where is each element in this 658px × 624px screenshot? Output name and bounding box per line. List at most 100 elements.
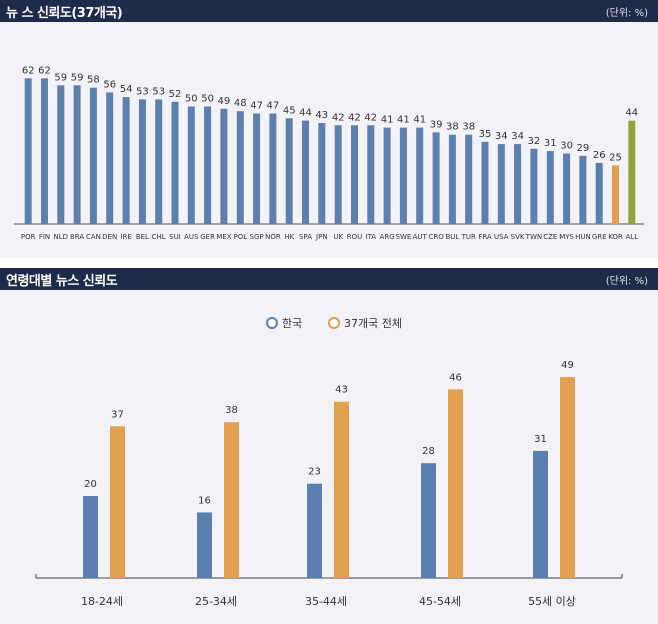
- bar-korea-3: [421, 463, 436, 578]
- data-label: 49: [561, 360, 574, 371]
- tick-label: CRO: [428, 233, 444, 241]
- data-label: 25: [609, 152, 622, 163]
- bar-mex: [220, 108, 228, 224]
- data-label: 53: [136, 86, 149, 97]
- bar-korea-2: [307, 483, 322, 578]
- bar-fin: [41, 78, 48, 224]
- tick-label: NOR: [265, 233, 281, 241]
- tick-label: BRA: [70, 233, 84, 241]
- bar-ire: [122, 97, 130, 224]
- tick-label: AUT: [413, 233, 428, 241]
- data-label: 42: [332, 112, 345, 123]
- bar-tur: [465, 134, 473, 224]
- bar-hun: [579, 155, 587, 224]
- data-label: 38: [462, 122, 475, 133]
- tick-label: SGP: [250, 233, 264, 241]
- tick-label: CHL: [152, 233, 166, 241]
- tick-label: ROU: [347, 233, 363, 241]
- bar-pol: [236, 111, 244, 224]
- bar-bel: [138, 99, 146, 224]
- bar-all: [628, 120, 636, 224]
- bar-swe: [399, 127, 407, 224]
- data-label: 16: [198, 495, 211, 506]
- data-label: 30: [560, 141, 573, 152]
- data-label: 38: [225, 405, 238, 416]
- legend-dot-icon: [266, 317, 278, 329]
- tick-label: BUL: [445, 233, 459, 241]
- data-label: 20: [84, 479, 97, 490]
- data-label: 56: [103, 79, 116, 90]
- bar-por: [24, 78, 32, 224]
- data-label: 43: [335, 385, 348, 396]
- data-label: 59: [71, 72, 84, 83]
- bar-twn: [530, 148, 538, 224]
- tick-label: CZE: [543, 233, 557, 241]
- bar-korea-0: [83, 496, 98, 578]
- data-label: 44: [299, 108, 312, 119]
- bar-hk: [285, 118, 293, 225]
- tick-label: 18-24세: [81, 595, 123, 608]
- tick-label: KOR: [608, 233, 623, 241]
- data-label: 59: [54, 72, 67, 83]
- data-label: 34: [511, 131, 524, 142]
- bar-cro: [432, 132, 440, 224]
- tick-label: GER: [200, 233, 215, 241]
- data-label: 39: [430, 119, 443, 130]
- data-label: 62: [38, 65, 51, 76]
- data-label: 58: [87, 75, 100, 86]
- data-label: 38: [446, 122, 459, 133]
- bar-chl: [155, 99, 163, 224]
- tick-label: BEL: [136, 233, 149, 241]
- bar-all-1: [224, 422, 239, 578]
- data-label: 50: [201, 94, 214, 105]
- data-label: 29: [577, 143, 590, 154]
- country-trust-chart: 62 POR 62 FIN 59 NLD 59 BRA 58 CAN 56 DEN 54 IRE 53 BEL…: [14, 65, 644, 241]
- tick-label: AUS: [184, 233, 199, 241]
- tick-label: CAN: [86, 233, 101, 241]
- data-label: 42: [364, 112, 377, 123]
- bar-can: [89, 87, 97, 224]
- bar-spa: [302, 120, 309, 224]
- bar-aut: [416, 127, 424, 224]
- data-label: 31: [544, 138, 557, 149]
- tick-label: HK: [284, 233, 294, 241]
- data-label: 23: [308, 467, 321, 478]
- bar-mys: [563, 153, 571, 224]
- tick-label: POR: [21, 233, 36, 241]
- tick-label: USA: [494, 233, 509, 241]
- tick-label: HUN: [575, 233, 591, 241]
- data-label: 53: [152, 86, 165, 97]
- data-label: 45: [283, 105, 296, 116]
- data-label: 37: [111, 409, 124, 420]
- tick-label: SVK: [511, 233, 525, 241]
- tick-label: JPN: [315, 233, 328, 241]
- bar-svk: [514, 144, 522, 224]
- data-label: 47: [267, 101, 280, 112]
- bar-all-3: [448, 389, 463, 578]
- data-label: 26: [593, 150, 606, 161]
- bar-all-4: [560, 377, 575, 578]
- bar-den: [106, 92, 114, 225]
- data-label: 43: [315, 110, 328, 121]
- data-label: 35: [479, 129, 492, 140]
- tick-label: IRE: [120, 233, 131, 241]
- tick-label: SUI: [169, 233, 181, 241]
- tick-label: FRA: [478, 233, 492, 241]
- bar-bul: [448, 134, 456, 224]
- bar-rou: [351, 125, 358, 224]
- tick-label: FIN: [39, 233, 50, 241]
- bar-arg: [383, 127, 391, 224]
- data-label: 52: [169, 89, 182, 100]
- tick-label: MEX: [216, 233, 231, 241]
- top-chart-header: 뉴 스 신뢰도(37개국) (단위: %): [0, 0, 658, 22]
- bar-sgp: [253, 113, 261, 224]
- data-label: 34: [495, 131, 508, 142]
- tick-label: ARG: [380, 233, 395, 241]
- bar-jpn: [318, 123, 326, 224]
- data-label: 48: [234, 98, 247, 109]
- bottom-chart-panel: 한국 37개국 전체 20 37 18-24세 16 38 25-34세 23 43 35-44…: [0, 290, 658, 624]
- bar-aus: [187, 106, 195, 224]
- data-label: 54: [120, 84, 133, 95]
- bar-nor: [269, 113, 277, 224]
- tick-label: ITA: [366, 233, 377, 241]
